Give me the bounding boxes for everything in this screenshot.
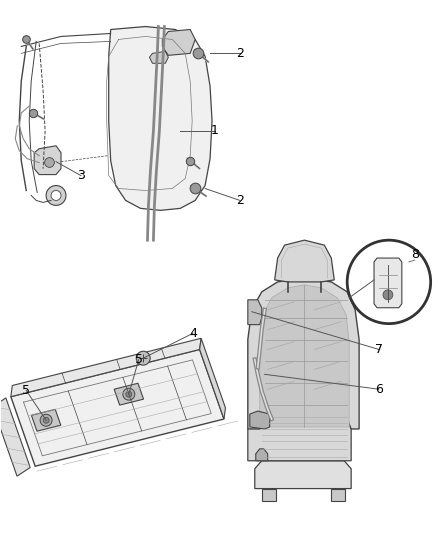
Text: 4: 4: [188, 327, 196, 340]
Polygon shape: [255, 449, 267, 461]
Polygon shape: [162, 29, 195, 55]
Circle shape: [136, 351, 150, 365]
Text: 6: 6: [374, 383, 382, 395]
Polygon shape: [34, 146, 61, 175]
Polygon shape: [199, 338, 225, 419]
Circle shape: [51, 190, 61, 200]
Polygon shape: [11, 338, 201, 397]
Polygon shape: [109, 27, 212, 211]
Polygon shape: [254, 461, 350, 489]
Circle shape: [43, 417, 49, 423]
Polygon shape: [114, 383, 143, 405]
Circle shape: [40, 414, 52, 426]
Polygon shape: [249, 411, 269, 429]
Text: 5: 5: [22, 384, 30, 397]
Circle shape: [123, 388, 134, 400]
Text: 2: 2: [235, 47, 243, 60]
Polygon shape: [11, 350, 223, 466]
Text: 2: 2: [235, 194, 243, 207]
Text: 5: 5: [134, 353, 142, 366]
Circle shape: [46, 185, 66, 205]
Text: 7: 7: [374, 343, 382, 356]
Circle shape: [346, 240, 430, 324]
Text: 1: 1: [211, 124, 219, 138]
Polygon shape: [247, 278, 358, 429]
Polygon shape: [373, 258, 401, 308]
Polygon shape: [261, 489, 275, 500]
Polygon shape: [331, 489, 344, 500]
Polygon shape: [247, 300, 261, 325]
Polygon shape: [149, 51, 168, 63]
Text: 8: 8: [410, 248, 418, 261]
Circle shape: [126, 391, 131, 397]
Text: 3: 3: [77, 169, 85, 182]
Polygon shape: [32, 409, 61, 431]
Polygon shape: [274, 240, 333, 282]
Polygon shape: [0, 398, 30, 476]
Polygon shape: [247, 411, 350, 461]
Circle shape: [382, 290, 392, 300]
Polygon shape: [259, 285, 348, 427]
